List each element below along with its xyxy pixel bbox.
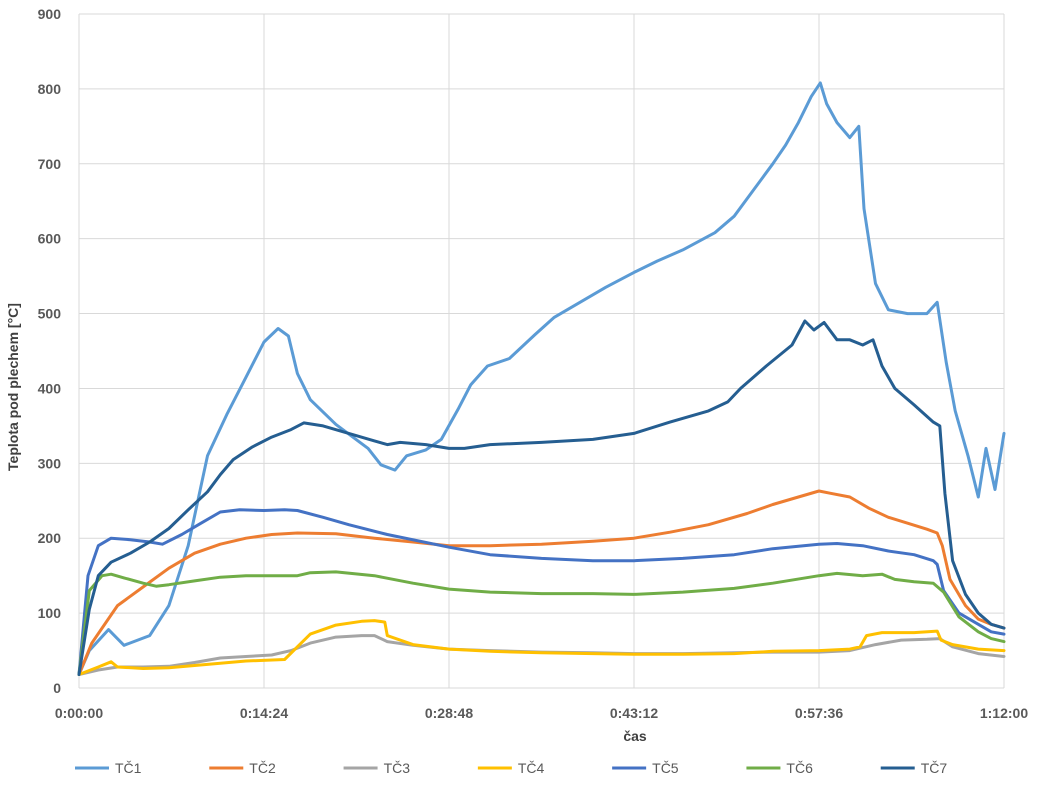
x-tick-label: 0:43:12 xyxy=(610,705,658,721)
horizontal-gridlines xyxy=(79,13,1004,689)
x-axis-tick-labels: 0:00:00 0:14:24 0:28:48 0:43:12 0:57:36 1:12:… xyxy=(55,705,1028,721)
x-tick-label: 0:14:24 xyxy=(240,705,288,721)
y-tick-label: 400 xyxy=(38,380,62,396)
y-tick-label: 0 xyxy=(53,680,61,696)
y-tick-label: 800 xyxy=(38,81,62,97)
y-tick-label: 500 xyxy=(38,306,62,322)
series-line-4 xyxy=(77,619,1006,676)
y-tick-label: 300 xyxy=(38,455,62,471)
legend-label: TČ4 xyxy=(518,760,545,776)
x-tick-label: 0:00:00 xyxy=(55,705,103,721)
x-axis-title: čas xyxy=(623,728,647,744)
y-tick-label: 600 xyxy=(38,231,62,247)
series-line-5 xyxy=(77,508,1006,676)
y-tick-label: 100 xyxy=(38,605,62,621)
y-axis-tick-labels: 0 100 200 300 400 500 600 700 800 900 xyxy=(38,6,62,696)
series-line-1 xyxy=(77,81,1006,676)
y-tick-label: 200 xyxy=(38,530,62,546)
series-line-3 xyxy=(77,634,1006,676)
legend-label: TČ7 xyxy=(921,760,948,776)
legend-label: TČ5 xyxy=(652,760,679,776)
y-tick-label: 700 xyxy=(38,156,62,172)
series-lines xyxy=(77,81,1006,676)
vertical-gridlines xyxy=(78,14,1005,688)
series-line-7 xyxy=(77,319,1006,676)
series-line-2 xyxy=(77,489,1006,676)
x-tick-label: 0:57:36 xyxy=(795,705,843,721)
legend-label: TČ2 xyxy=(249,760,276,776)
x-tick-label: 0:28:48 xyxy=(425,705,473,721)
legend-label: TČ1 xyxy=(115,760,142,776)
legend-label: TČ6 xyxy=(786,760,813,776)
series-line-6 xyxy=(77,570,1006,676)
legend: TČ1 TČ2 TČ3 TČ4 TČ5 TČ6 TČ7 xyxy=(75,760,947,776)
y-axis-title: Teplota pod plechem [°C] xyxy=(5,303,21,471)
y-tick-label: 900 xyxy=(38,6,62,22)
x-tick-label: 1:12:00 xyxy=(980,705,1028,721)
legend-label: TČ3 xyxy=(384,760,411,776)
